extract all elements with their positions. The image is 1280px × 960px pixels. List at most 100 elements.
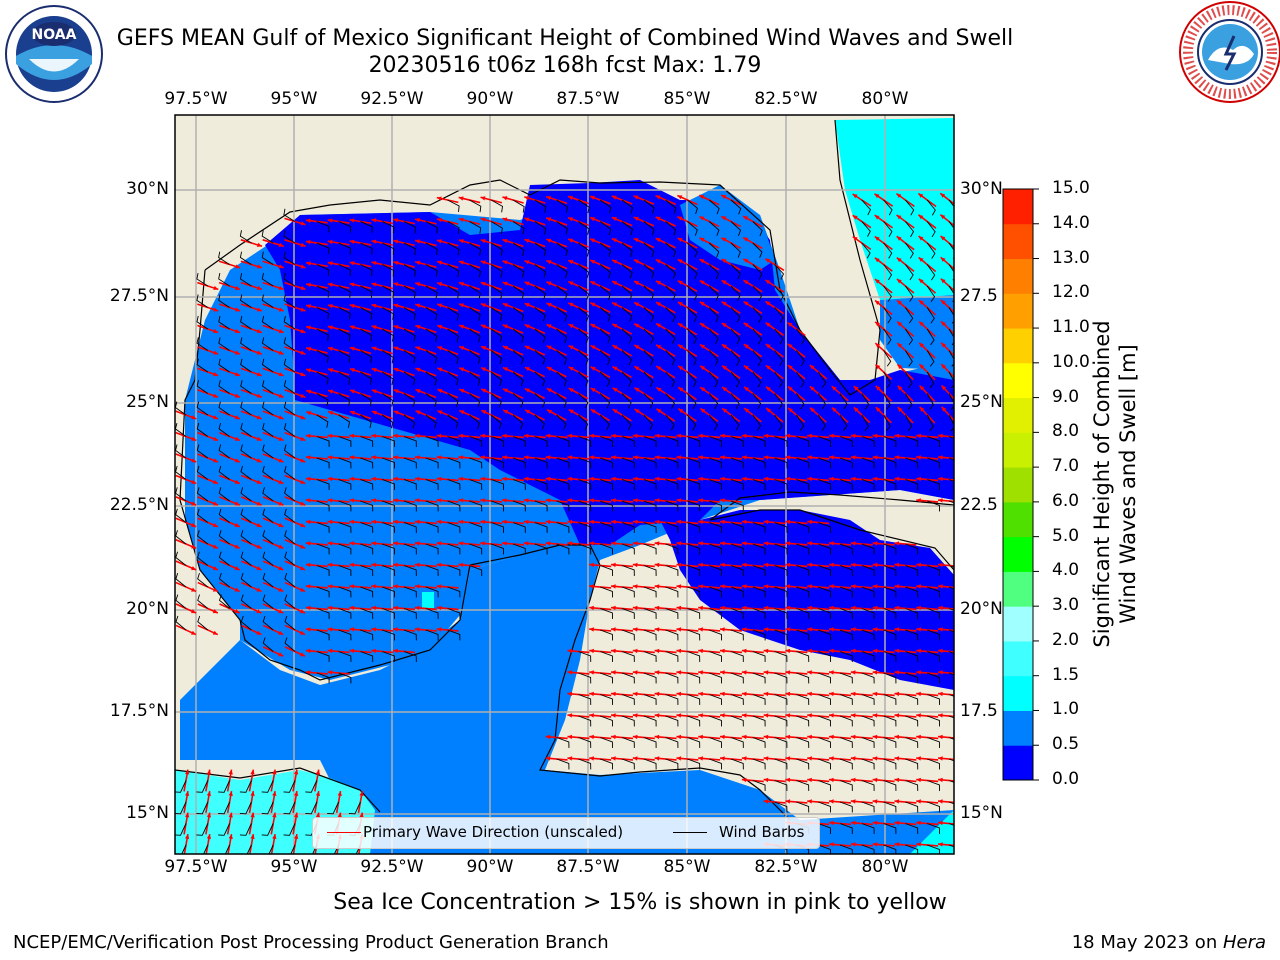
wind-barb (687, 565, 701, 576)
wave-direction-arrowhead (567, 756, 573, 761)
wind-barb (643, 307, 654, 323)
wave-direction-arrowhead (213, 415, 219, 420)
wind-barb (709, 543, 722, 555)
wave-direction-arrowhead (234, 501, 240, 506)
wave-direction-arrowhead (212, 630, 218, 635)
wind-barb (240, 465, 252, 480)
wind-barb (861, 565, 875, 576)
colorbar-tick-label: 9.0 (1052, 386, 1080, 407)
wind-barb (905, 221, 915, 238)
wave-direction-arrowhead (763, 605, 769, 611)
wave-direction-arrowhead (300, 264, 306, 269)
wind-barb (730, 565, 744, 576)
wave-direction-arrowhead (807, 670, 812, 675)
wave-direction-arrowhead (234, 522, 240, 527)
wave-direction-arrowhead (807, 562, 812, 568)
wave-direction-arrowhead (371, 562, 376, 568)
wave-direction-arrowhead (589, 498, 594, 503)
wave-direction-arrowhead (414, 498, 420, 503)
wave-direction-arrowhead (256, 329, 262, 334)
wave-direction-arrowhead (938, 605, 943, 611)
wind-barb (490, 328, 503, 343)
wave-direction-arrowhead (590, 345, 596, 350)
wind-barb (665, 608, 679, 619)
lon-label-bottom-6: 82.5°W (754, 857, 818, 877)
wind-barb (948, 414, 954, 432)
wind-barb (599, 414, 610, 430)
wave-direction-arrowhead (872, 605, 878, 611)
wave-direction-arrowhead (278, 587, 284, 592)
wave-direction-arrowhead (191, 544, 197, 549)
wind-barb (926, 264, 936, 281)
chart-title: GEFS MEAN Gulf of Mexico Significant Hei… (116, 26, 1014, 51)
wave-direction-arrowhead (589, 455, 594, 460)
wave-direction-arrowhead (785, 584, 791, 589)
wind-barb (175, 573, 187, 588)
wind-barb (490, 199, 503, 213)
wave-direction-arrowhead (415, 239, 420, 244)
wave-direction-arrowhead (524, 281, 530, 286)
wave-direction-arrowhead (938, 627, 943, 632)
wave-direction-arrowhead (611, 562, 616, 568)
wave-direction-arrowhead (306, 346, 311, 352)
wind-barb (665, 199, 677, 214)
wave-direction-arrowhead (393, 455, 398, 460)
wind-barb (905, 350, 913, 367)
wave-direction-arrowhead (894, 541, 900, 546)
wind-barb (905, 457, 919, 469)
wave-direction-arrowhead (676, 734, 682, 740)
wind-barb (360, 414, 372, 429)
wave-direction-arrowhead (545, 541, 551, 546)
wind-barb (316, 221, 330, 233)
wave-direction-arrowhead (213, 350, 219, 355)
wind-barb (883, 758, 897, 770)
wave-direction-arrowhead (894, 756, 900, 761)
wind-barb (752, 307, 763, 323)
wind-barb (905, 328, 914, 346)
wave-direction-arrowhead (349, 346, 355, 351)
wave-direction-arrowhead (654, 455, 660, 460)
wave-direction-arrowhead (874, 193, 880, 199)
wind-barb (534, 199, 547, 213)
wind-barb (283, 230, 296, 244)
wave-direction-arrowhead (938, 734, 943, 740)
wind-barb (218, 594, 230, 609)
wave-direction-arrowhead (612, 409, 618, 414)
wind-barb (665, 371, 676, 388)
lon-label-top-6: 82.5°W (754, 89, 818, 109)
wave-direction-arrowhead (918, 214, 924, 220)
wave-direction-arrowhead (234, 479, 240, 484)
wave-direction-arrowhead (567, 734, 573, 740)
wind-barb (861, 672, 875, 684)
wave-direction-arrowhead (567, 670, 573, 675)
wind-barb (403, 264, 416, 277)
wave-direction-arrowhead (785, 734, 791, 740)
wave-direction-arrowhead (765, 301, 771, 306)
wave-direction-arrowhead (698, 541, 703, 546)
wind-barb (197, 594, 209, 609)
wind-barb (818, 780, 831, 791)
wave-direction-arrowhead (371, 498, 376, 503)
wave-direction-arrowhead (722, 365, 727, 371)
wave-direction-arrowhead (654, 734, 660, 740)
wave-direction-arrowhead (938, 777, 943, 783)
wind-barb (196, 358, 209, 373)
wind-barb (708, 350, 719, 366)
wind-barb (316, 672, 330, 684)
lat-label-right-6: 15°N (960, 803, 1003, 823)
wind-barb (425, 586, 439, 598)
wind-barb (534, 285, 546, 300)
wave-direction-arrowhead (850, 842, 856, 847)
wind-barb (425, 629, 439, 641)
wind-barb (218, 251, 230, 265)
wind-barb (534, 522, 548, 533)
wave-direction-arrowhead (938, 713, 943, 718)
wave-direction-arrowhead (655, 216, 661, 221)
wind-barb (556, 479, 570, 490)
wave-direction-arrowhead (850, 648, 856, 654)
wave-direction-arrowhead (480, 476, 485, 482)
wind-barb (861, 629, 875, 641)
wind-barb (534, 414, 545, 430)
wave-direction-arrowhead (656, 387, 662, 392)
